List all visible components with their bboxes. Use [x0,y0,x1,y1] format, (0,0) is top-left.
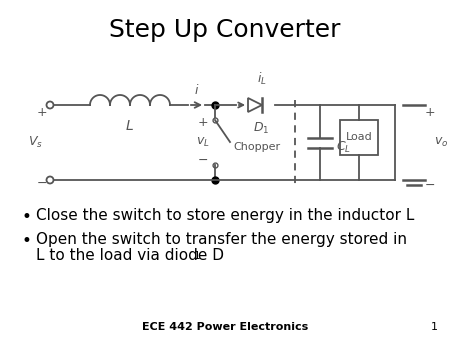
Text: Chopper: Chopper [233,143,280,152]
Text: $C_L$: $C_L$ [336,140,351,155]
Text: $D_1$: $D_1$ [253,121,270,136]
Text: Step Up Converter: Step Up Converter [109,18,341,42]
Text: $V_s$: $V_s$ [27,135,42,150]
Text: +: + [198,116,208,128]
Text: −: − [425,178,435,192]
Text: i: i [194,84,198,97]
Text: Close the switch to store energy in the inductor L: Close the switch to store energy in the … [36,208,414,223]
Text: •: • [22,232,32,250]
Text: •: • [22,208,32,226]
Text: 1: 1 [431,322,438,332]
Text: 1: 1 [194,251,201,261]
Text: $v_o$: $v_o$ [434,136,448,149]
Text: L to the load via diode D: L to the load via diode D [36,248,224,263]
Text: $i_L$: $i_L$ [256,71,266,87]
Text: L: L [126,119,134,133]
Text: ECE 442 Power Electronics: ECE 442 Power Electronics [142,322,308,332]
Text: $v_L$: $v_L$ [196,136,210,149]
Text: +: + [37,105,47,119]
Bar [340,120,378,155]
Text: Load: Load [346,132,373,143]
Text: Open the switch to transfer the energy stored in: Open the switch to transfer the energy s… [36,232,407,247]
Text: +: + [425,106,435,120]
Text: −: − [37,176,47,190]
Text: −: − [198,153,208,167]
